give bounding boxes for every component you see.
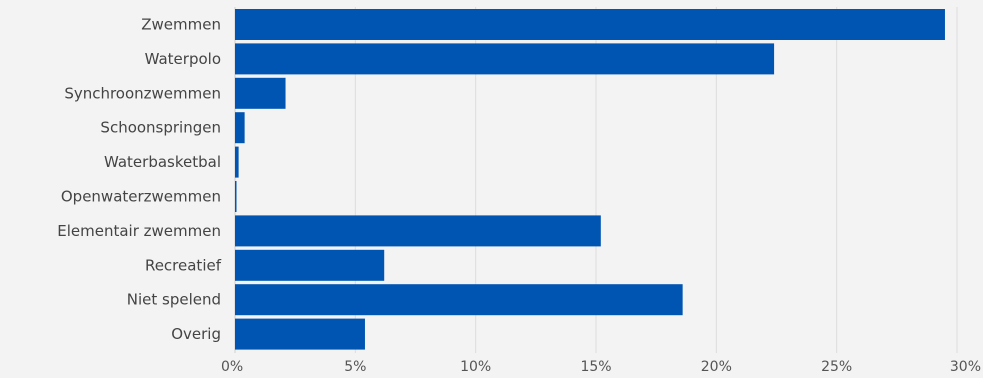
category-label: Waterpolo [145, 50, 221, 68]
category-label: Schoonspringen [100, 119, 221, 137]
category-label: Zwemmen [141, 16, 221, 34]
category-label: Recreatief [145, 256, 222, 274]
x-tick-label: 10% [460, 359, 491, 375]
bar-overig [235, 318, 365, 350]
bar-waterpolo [235, 43, 775, 75]
x-axis-tick-labels: 0% 5% 10% 15% 20% 25% 30% [221, 359, 981, 375]
bar-elementair-zwemmen [235, 215, 601, 247]
category-labels: Zwemmen Waterpolo Synchroonzwemmen Schoonsp… [57, 16, 221, 344]
x-tick-label: 15% [580, 359, 611, 375]
bar-synchroonzwemmen [235, 77, 286, 109]
bars-layer [235, 9, 945, 350]
bar-schoonspringen [235, 112, 245, 144]
bar-recreatief [235, 249, 385, 281]
category-label: Niet spelend [127, 291, 221, 309]
x-tick-label: 30% [950, 359, 981, 375]
category-label: Overig [171, 325, 221, 343]
x-tick-label: 5% [344, 359, 366, 375]
x-tick-label: 25% [821, 359, 852, 375]
category-label: Waterbasketbal [104, 153, 221, 171]
x-tick-label: 20% [701, 359, 732, 375]
category-label: Openwaterzwemmen [61, 188, 221, 206]
category-label: Elementair zwemmen [57, 222, 221, 240]
bar-waterbasketbal [235, 146, 239, 178]
bar-openwaterzwemmen [235, 181, 237, 212]
bar-niet-spelend [235, 284, 683, 316]
bar-zwemmen [235, 9, 945, 40]
category-label: Synchroonzwemmen [64, 84, 221, 102]
x-tick-label: 0% [221, 359, 243, 375]
